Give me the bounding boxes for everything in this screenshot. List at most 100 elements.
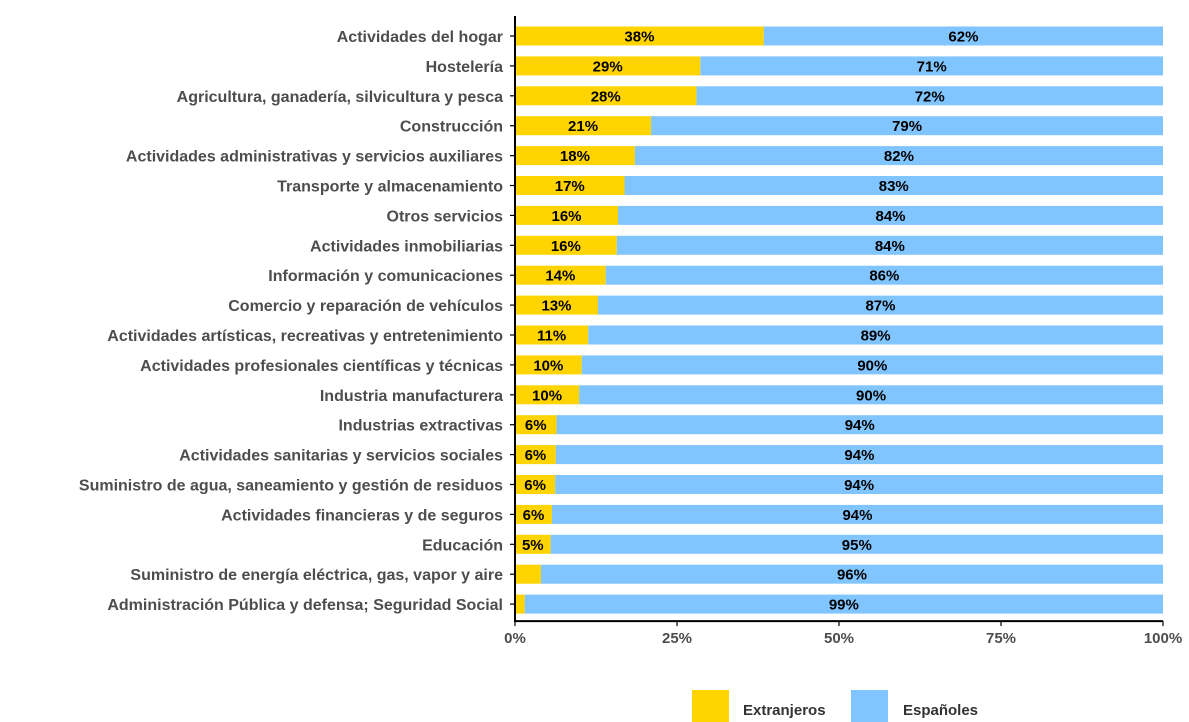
category-label: Actividades profesionales científicas y … — [140, 358, 503, 375]
bar-extranjeros — [515, 295, 598, 315]
category-label: Actividades artísticas, recreativas y en… — [107, 328, 503, 345]
data-label: 6% — [523, 507, 545, 524]
bar-espanoles — [605, 265, 1163, 285]
bar-espanoles — [540, 564, 1163, 584]
bar-espanoles — [524, 594, 1163, 614]
bar-espanoles — [555, 475, 1163, 494]
bar-extranjeros — [515, 504, 552, 524]
bar-espanoles — [597, 295, 1163, 315]
category-label: Actividades sanitarias y servicios socia… — [179, 448, 503, 465]
data-label: 86% — [869, 268, 899, 285]
category-labels: Actividades del hogar Hostelería Agricultu… — [79, 29, 503, 614]
bar-extranjeros — [515, 385, 580, 405]
data-label: 79% — [892, 118, 922, 135]
data-label: 18% — [560, 148, 590, 165]
data-label: 21% — [568, 118, 598, 135]
category-label: Construcción — [400, 119, 503, 136]
data-label: 10% — [533, 357, 563, 374]
category-label: Suministro de energía eléctrica, gas, va… — [130, 567, 503, 584]
bar-espanoles — [651, 116, 1163, 136]
data-label: 84% — [875, 238, 905, 255]
bar-espanoles — [634, 146, 1163, 166]
data-label: 87% — [865, 298, 895, 315]
data-label: 94% — [842, 507, 872, 524]
category-label: Actividades del hogar — [337, 29, 503, 46]
data-label: 89% — [861, 328, 891, 345]
category-label: Hostelería — [426, 59, 503, 76]
bar-extranjeros — [515, 475, 556, 494]
legend-swatch — [851, 690, 888, 722]
bar-extranjeros — [515, 26, 764, 46]
bars-group: 38% 62% 29% 71% 28% 72% 21% 79% 18% 82% 17% 83% 16% 8… — [515, 26, 1163, 614]
data-label: 90% — [857, 357, 887, 374]
data-label: 99% — [829, 597, 859, 614]
bar-espanoles — [700, 56, 1163, 76]
bar-espanoles — [550, 534, 1163, 554]
category-label: Actividades financieras y de seguros — [221, 507, 503, 524]
bar-extranjeros — [515, 176, 625, 195]
bar-extranjeros — [515, 325, 589, 345]
data-label: 11% — [537, 328, 566, 345]
legend-label: Españoles — [903, 702, 978, 719]
category-label: Actividades inmobiliarias — [310, 238, 503, 255]
category-label: Suministro de agua, saneamiento y gestió… — [79, 478, 503, 495]
category-label: Educación — [422, 537, 503, 554]
bar-extranjeros — [515, 415, 557, 435]
data-label: 83% — [879, 178, 909, 195]
data-label: 94% — [844, 447, 874, 464]
data-label: 16% — [552, 208, 582, 225]
bar-espanoles — [581, 355, 1163, 375]
category-label: Industrias extractivas — [338, 418, 503, 435]
data-label: 95% — [842, 537, 872, 554]
bar-extranjeros — [515, 235, 617, 255]
data-label: 6% — [525, 417, 547, 434]
bar-extranjeros — [515, 594, 525, 614]
bar-espanoles — [763, 26, 1163, 46]
data-label: 96% — [837, 567, 867, 584]
category-label: Otros servicios — [387, 208, 504, 225]
data-label: 29% — [593, 58, 623, 75]
x-tick-label: 25% — [662, 630, 692, 647]
category-label: Transporte y almacenamiento — [277, 179, 503, 196]
data-label: 13% — [541, 298, 571, 315]
x-tick-label: 100% — [1144, 630, 1182, 647]
data-label: 82% — [884, 148, 914, 165]
category-label: Información y comunicaciones — [268, 268, 503, 285]
data-label: 10% — [532, 387, 562, 404]
bar-extranjeros — [515, 534, 551, 554]
bar-extranjeros — [515, 355, 582, 375]
data-label: 84% — [876, 208, 906, 225]
data-label: 38% — [624, 29, 654, 46]
axes-group: 0% 25% 50% 75% 100% — [504, 16, 1182, 647]
data-label: 16% — [551, 238, 581, 255]
data-label: 94% — [844, 477, 874, 494]
category-label: Comercio y reparación de vehículos — [228, 298, 503, 315]
bar-espanoles — [618, 205, 1163, 225]
data-label: 62% — [948, 29, 978, 46]
bar-extranjeros — [515, 265, 606, 285]
category-label: Agricultura, ganadería, silvicultura y p… — [177, 89, 503, 106]
bar-extranjeros — [515, 56, 701, 76]
bar-espanoles — [616, 235, 1163, 255]
bar-espanoles — [624, 176, 1163, 195]
category-label: Actividades administrativas y servicios … — [126, 149, 503, 166]
bar-extranjeros — [515, 564, 541, 584]
legend-swatch — [692, 690, 729, 722]
data-label: 6% — [524, 477, 546, 494]
bar-espanoles — [551, 504, 1163, 524]
bar-extranjeros — [515, 86, 697, 106]
bar-espanoles — [588, 325, 1163, 345]
data-label: 6% — [525, 447, 547, 464]
legend: Extranjeros Españoles — [692, 690, 978, 722]
bar-espanoles — [579, 385, 1163, 405]
data-label: 94% — [845, 417, 875, 434]
legend-label: Extranjeros — [743, 702, 826, 719]
data-label: 14% — [545, 268, 575, 285]
category-label: Administración Pública y defensa; Seguri… — [107, 597, 503, 614]
data-label: 5% — [522, 537, 544, 554]
data-label: 28% — [591, 88, 621, 105]
x-tick-label: 75% — [986, 630, 1016, 647]
bar-espanoles — [696, 86, 1163, 106]
x-tick-label: 0% — [504, 630, 526, 647]
